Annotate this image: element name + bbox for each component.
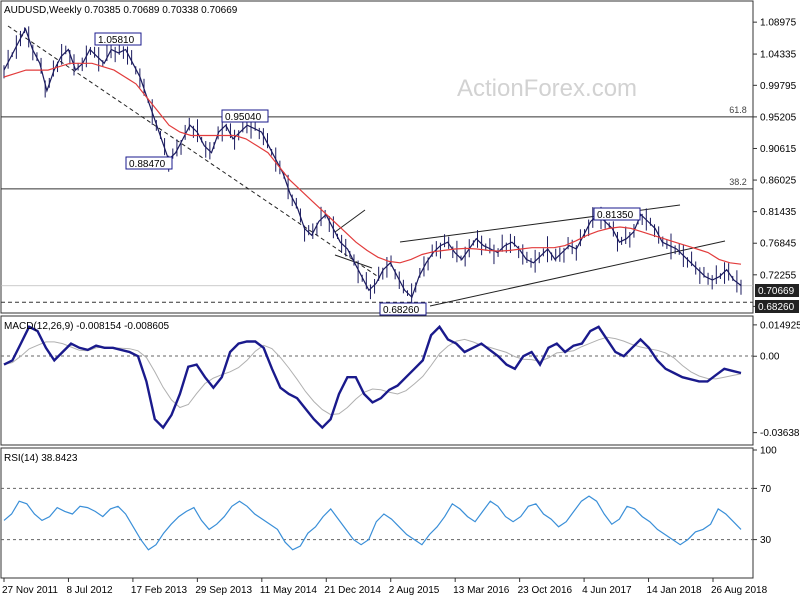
rsi-line bbox=[3, 495, 742, 551]
macd-tick-label: -0.036389 bbox=[760, 428, 800, 439]
x-tick-label: 17 Feb 2013 bbox=[131, 585, 188, 596]
last-price-tag bbox=[755, 284, 799, 297]
price-tick-label: 1.04335 bbox=[760, 50, 797, 61]
macd-tick-label: 0.014925 bbox=[760, 320, 800, 331]
x-tick-label: 23 Oct 2016 bbox=[518, 585, 573, 596]
annotation-label: 0.95040 bbox=[225, 112, 262, 123]
price-tick-label: 0.81435 bbox=[760, 207, 797, 218]
annotation-box bbox=[94, 32, 142, 46]
support-price-label: 0.68260 bbox=[758, 302, 795, 313]
rsi-panel-frame bbox=[0, 447, 754, 579]
price-tick-label: 0.72255 bbox=[760, 270, 797, 281]
sma-line bbox=[3, 62, 742, 265]
x-axis-ticks: 27 Nov 2011 8 Jul 2012 17 Feb 2013 29 Sep 2… bbox=[2, 578, 768, 596]
fibonacci-levels: 61.8 38.2 bbox=[1, 105, 753, 303]
x-tick-label: 8 Jul 2012 bbox=[66, 585, 113, 596]
fib-level-label: 61.8 bbox=[729, 105, 747, 115]
rsi-tick-label: 100 bbox=[760, 446, 777, 457]
annotation-box bbox=[221, 109, 269, 123]
rsi-tick-label: 70 bbox=[760, 484, 772, 495]
macd-line bbox=[3, 324, 742, 430]
macd-tick-label: 0.00 bbox=[760, 352, 780, 363]
annotation-box bbox=[593, 207, 641, 221]
price-line bbox=[3, 27, 742, 299]
annotation-label: 1.05810 bbox=[98, 35, 135, 46]
price-tick-label: 0.99795 bbox=[760, 81, 797, 92]
flag-upper-line bbox=[334, 209, 366, 233]
support-price-tag bbox=[755, 300, 799, 313]
x-tick-label: 21 Dec 2014 bbox=[324, 585, 381, 596]
macd-signal-line bbox=[3, 336, 742, 416]
macd-panel-frame bbox=[0, 315, 754, 446]
fib-level-label: 38.2 bbox=[729, 177, 747, 187]
x-tick-label: 4 Jun 2017 bbox=[582, 585, 632, 596]
price-tick-label: 0.86025 bbox=[760, 176, 797, 187]
lower-channel-line bbox=[429, 240, 726, 307]
rsi-title: RSI(14) 38.8423 bbox=[4, 453, 78, 464]
x-tick-label: 13 Mar 2016 bbox=[453, 585, 510, 596]
x-tick-label: 27 Nov 2011 bbox=[2, 585, 58, 596]
dashed-downtrend-line bbox=[7, 25, 381, 279]
price-tick-label: 0.95205 bbox=[760, 112, 797, 123]
annotation-box bbox=[379, 302, 427, 316]
price-panel-frame bbox=[0, 0, 754, 314]
x-tick-label: 11 May 2014 bbox=[260, 585, 318, 596]
price-y-ticks: 1.08975 1.04335 0.99795 0.95205 0.90615 0.860… bbox=[753, 18, 797, 313]
last-price-label: 0.70669 bbox=[758, 286, 795, 297]
rsi-tick-label: 30 bbox=[760, 535, 772, 546]
x-tick-label: 29 Sep 2013 bbox=[195, 585, 252, 596]
macd-y-ticks: 0.014925 0.00 -0.036389 bbox=[753, 320, 800, 439]
price-annotations: 1.05810 0.95040 0.88470 0.81350 0.68260 bbox=[94, 32, 641, 316]
macd-title: MACD(12,26,9) -0.008154 -0.008605 bbox=[4, 321, 170, 332]
chart-symbol: AUDUSD,Weekly 0.70385 0.70689 0.70338 0.… bbox=[4, 5, 238, 16]
x-tick-label: 14 Jan 2018 bbox=[647, 585, 702, 596]
rsi-y-ticks: 100 70 30 bbox=[1, 446, 777, 546]
price-tick-label: 0.90615 bbox=[760, 144, 797, 155]
x-tick-label: 26 Aug 2018 bbox=[711, 585, 768, 596]
annotation-label: 0.88470 bbox=[129, 159, 166, 170]
watermark: ActionForex.com bbox=[457, 75, 637, 102]
annotation-box bbox=[125, 156, 173, 170]
annotation-label: 0.68260 bbox=[383, 305, 420, 316]
price-tick-label: 0.76845 bbox=[760, 239, 797, 250]
price-tick-label: 1.08975 bbox=[760, 18, 797, 29]
annotation-label: 0.81350 bbox=[597, 210, 634, 221]
x-tick-label: 2 Aug 2015 bbox=[389, 585, 440, 596]
